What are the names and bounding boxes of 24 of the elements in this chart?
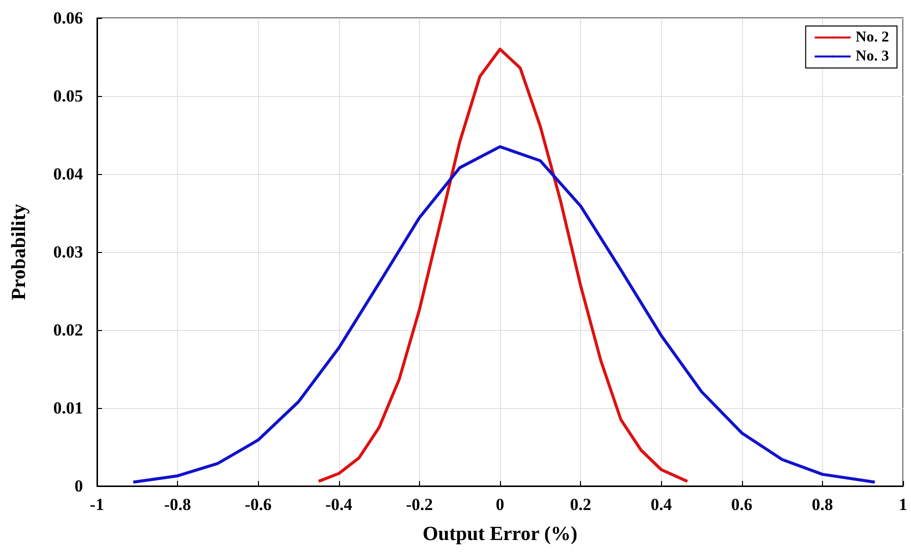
y-tick-label: 0.06	[53, 8, 83, 28]
x-tick-label: 1	[898, 495, 908, 514]
y-tick-label: 0.01	[53, 398, 83, 418]
x-tick-label: 0	[496, 495, 504, 514]
y-tick-label: 0.04	[53, 164, 84, 184]
x-tick-label: -0.8	[164, 495, 192, 514]
legend-label: No. 2	[856, 30, 890, 46]
y-tick-label: 0.03	[53, 242, 83, 262]
line-series	[317, 48, 689, 483]
x-axis-title: Output Error (%)	[422, 523, 578, 545]
x-tick-label: -1	[90, 495, 104, 514]
y-tick-label: 0	[74, 476, 83, 496]
y-axis-title: Probability	[8, 204, 30, 300]
legend-label: No. 3	[856, 48, 890, 64]
x-tick-label: 0.2	[570, 495, 592, 514]
x-tick-label: -0.6	[244, 495, 272, 514]
line-series	[132, 145, 876, 484]
x-tick-label: 0.8	[812, 495, 834, 514]
x-tick-label: 0.4	[650, 495, 672, 514]
y-tick-label: 0.02	[53, 320, 83, 340]
y-tick-label: 0.05	[53, 86, 83, 106]
x-tick-label: -0.4	[325, 495, 353, 514]
x-tick-label: -0.2	[406, 495, 433, 514]
x-tick-label: 0.6	[731, 495, 752, 514]
